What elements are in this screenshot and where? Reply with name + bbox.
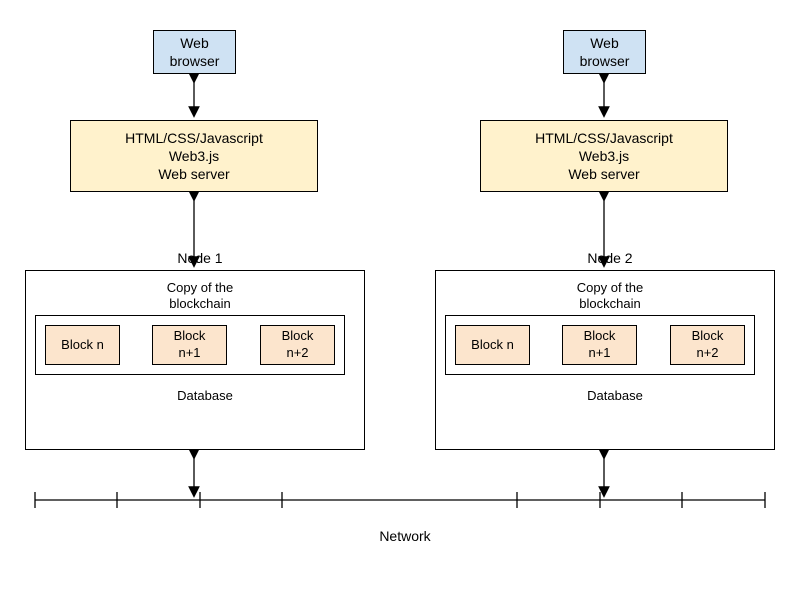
database-label: Database [575, 388, 655, 404]
database-label-text: Database [575, 388, 655, 404]
web-server-box-text: HTML/CSS/Javascript [125, 129, 263, 147]
block-box-text: n+1 [588, 345, 610, 362]
block-box: Blockn+2 [260, 325, 335, 365]
block-box-text: n+1 [178, 345, 200, 362]
block-box: Blockn+1 [562, 325, 637, 365]
web-server-box-text: Web server [158, 165, 229, 183]
blockchain-copy-label: Copy of theblockchain [560, 280, 660, 313]
block-box-text: Block [282, 328, 314, 345]
web-browser-box: Webbrowser [563, 30, 646, 74]
web-server-box-text: HTML/CSS/Javascript [535, 129, 673, 147]
web-browser-box-text: browser [580, 52, 630, 70]
block-box-text: Block n [61, 337, 104, 354]
block-box: Blockn+2 [670, 325, 745, 365]
block-box-text: Block [584, 328, 616, 345]
blockchain-copy-label-text: Copy of the [150, 280, 250, 296]
network-label-text: Network [370, 528, 440, 546]
blockchain-copy-label-text: blockchain [150, 296, 250, 312]
web-server-box: HTML/CSS/JavascriptWeb3.jsWeb server [70, 120, 318, 192]
blockchain-copy-label-text: Copy of the [560, 280, 660, 296]
web-browser-box-text: Web [590, 34, 619, 52]
web-server-box-text: Web server [568, 165, 639, 183]
blockchain-copy-label: Copy of theblockchain [150, 280, 250, 313]
node-label-text: Node 2 [580, 250, 640, 268]
web-browser-box-text: Web [180, 34, 209, 52]
database-label-text: Database [165, 388, 245, 404]
web-browser-box: Webbrowser [153, 30, 236, 74]
block-box-text: Block [692, 328, 724, 345]
block-box: Block n [45, 325, 120, 365]
diagram-canvas: WebbrowserHTML/CSS/JavascriptWeb3.jsWeb … [0, 0, 800, 600]
node-label: Node 2 [580, 250, 640, 268]
network-label: Network [370, 528, 440, 546]
block-box: Blockn+1 [152, 325, 227, 365]
node-label-text: Node 1 [170, 250, 230, 268]
web-browser-box-text: browser [170, 52, 220, 70]
web-server-box: HTML/CSS/JavascriptWeb3.jsWeb server [480, 120, 728, 192]
block-box-text: n+2 [286, 345, 308, 362]
block-box: Block n [455, 325, 530, 365]
block-box-text: Block [174, 328, 206, 345]
block-box-text: Block n [471, 337, 514, 354]
node-label: Node 1 [170, 250, 230, 268]
blockchain-copy-label-text: blockchain [560, 296, 660, 312]
database-label: Database [165, 388, 245, 404]
web-server-box-text: Web3.js [169, 147, 219, 165]
block-box-text: n+2 [696, 345, 718, 362]
web-server-box-text: Web3.js [579, 147, 629, 165]
